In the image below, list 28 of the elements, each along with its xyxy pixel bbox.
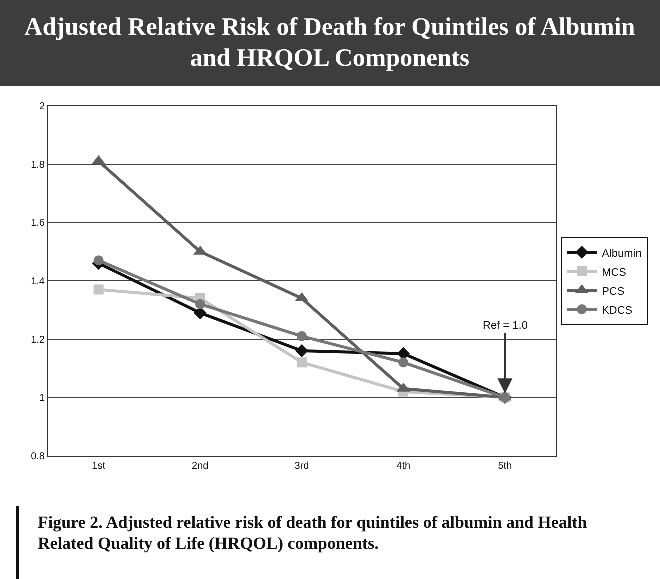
y-tick-label: 1 bbox=[39, 393, 46, 404]
point bbox=[195, 299, 206, 310]
point bbox=[297, 331, 307, 342]
point bbox=[398, 358, 409, 368]
y-tick-label: 1.6 bbox=[31, 218, 46, 230]
y-tick-label: 1.8 bbox=[31, 160, 46, 171]
point bbox=[94, 256, 104, 266]
point bbox=[297, 358, 307, 368]
point bbox=[194, 306, 207, 320]
x-tick-label: 5th bbox=[498, 461, 512, 472]
y-tick-label: 2 bbox=[39, 102, 46, 112]
y-tick-label: 1.2 bbox=[31, 334, 46, 346]
point bbox=[296, 344, 308, 358]
y-tick-label: 1.4 bbox=[31, 276, 46, 288]
legend-label: KDCS bbox=[602, 304, 633, 317]
point bbox=[94, 284, 104, 295]
caption: Figure 2. Adjusted relative risk of death for quintiles of albumin and Health Related Quality of Life (HRQOL) components. bbox=[38, 512, 588, 554]
x-tick-label: 4th bbox=[396, 461, 411, 472]
x-tick-label: 2nd bbox=[192, 461, 209, 472]
chart-title: Adjusted Relative Risk of Death for Quintiles of Albumin and HRQOL Components bbox=[0, 0, 660, 86]
point bbox=[397, 347, 410, 360]
legend-label: PCS bbox=[602, 286, 625, 298]
legend-label: Albumin bbox=[602, 248, 642, 260]
x-tick-label: 3rd bbox=[294, 461, 310, 472]
y-tick-label: 0.8 bbox=[31, 452, 46, 462]
legend-label: MCS bbox=[602, 266, 627, 279]
x-tick-label: 1st bbox=[92, 461, 106, 472]
annotation: Ref = 1.0 bbox=[483, 320, 528, 332]
